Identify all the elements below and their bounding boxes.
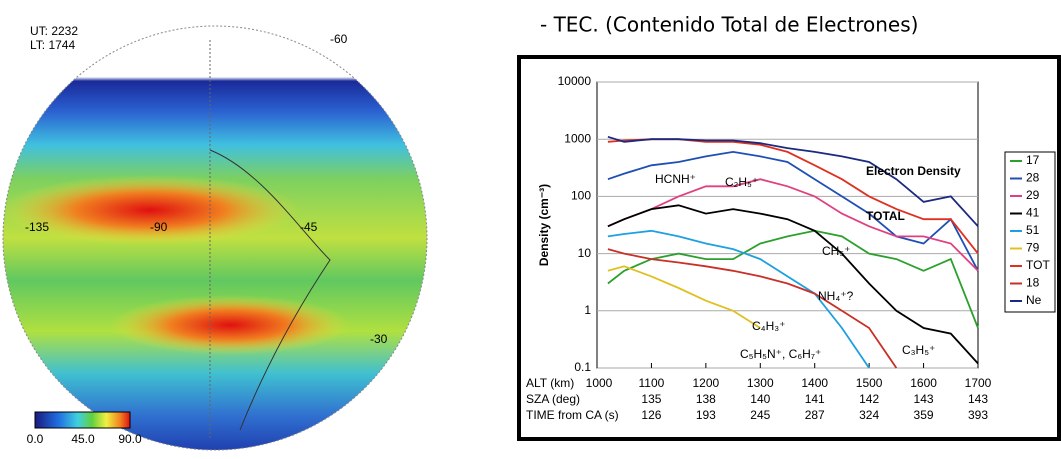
- time-label: 287: [805, 408, 825, 422]
- sza-label: 135: [641, 392, 661, 406]
- globe: [0, 26, 430, 450]
- annotation: Electron Density: [866, 164, 961, 178]
- grid-label: -30: [370, 332, 388, 346]
- x-tick-label: 1500: [856, 376, 883, 390]
- sza-label: 138: [696, 392, 716, 406]
- legend-label: 18: [1026, 276, 1040, 290]
- plot-area: [597, 82, 978, 368]
- time-label: 359: [914, 408, 934, 422]
- time-label: 324: [859, 408, 879, 422]
- sza-label: 140: [750, 392, 770, 406]
- x-tick-label: 1300: [747, 376, 774, 390]
- time-label: 193: [696, 408, 716, 422]
- y-tick-label: 1: [584, 303, 591, 317]
- time-label: UT: 2232: [30, 24, 78, 38]
- time-label: LT: 1744: [30, 38, 75, 52]
- legend-label: 29: [1026, 188, 1040, 202]
- x-tick-label: 1400: [801, 376, 828, 390]
- grid-label: -45: [300, 220, 318, 234]
- row-label: TIME from CA (s): [526, 408, 619, 422]
- row-label: SZA (deg): [526, 392, 580, 406]
- slide: UT: 2232 LT: 1744 -60 -135 -90 -45 -30 0…: [0, 0, 1061, 454]
- x-tick-label: 1200: [693, 376, 720, 390]
- legend-label: 41: [1026, 206, 1040, 220]
- annotation: NH₄⁺?: [818, 289, 854, 303]
- y-tick-label: 100: [571, 189, 591, 203]
- x-tick-label: 1700: [965, 376, 992, 390]
- annotation: HCNH⁺: [655, 172, 696, 186]
- page: UT: 2232 LT: 1744 -60 -135 -90 -45 -30 0…: [0, 0, 1061, 454]
- legend-label: 17: [1026, 153, 1040, 167]
- sza-label: 143: [914, 392, 934, 406]
- time-label: 393: [968, 408, 988, 422]
- time-label: 245: [750, 408, 770, 422]
- legend-label: TOT: [1026, 258, 1050, 272]
- heading: - TEC. (Contenido Total de Electrones): [540, 13, 918, 37]
- sza-label: 141: [805, 392, 825, 406]
- y-tick-label: 10: [578, 246, 592, 260]
- x-tick-label: 1000: [586, 376, 613, 390]
- annotation: C₂H₅⁺: [725, 175, 758, 189]
- colorbar: [35, 412, 130, 428]
- grid-label: -135: [25, 220, 49, 234]
- legend-label: 51: [1026, 223, 1040, 237]
- colorbar-label: 90.0: [118, 432, 142, 446]
- legend-label: 79: [1026, 241, 1040, 255]
- y-tick-label: 0.1: [574, 360, 591, 374]
- legend-label: Ne: [1026, 293, 1042, 307]
- annotation: CH₅⁺: [822, 244, 851, 258]
- legend-label: 28: [1026, 171, 1040, 185]
- sza-label: 142: [859, 392, 879, 406]
- y-tick-label: 1000: [564, 131, 591, 145]
- row-label: ALT (km): [526, 376, 574, 390]
- y-tick-label: 10000: [558, 74, 592, 88]
- annotation: C₄H₃⁺: [752, 319, 785, 333]
- annotation: C₅H₅N⁺, C₆H₇⁺: [740, 347, 821, 361]
- time-label: 126: [641, 408, 661, 422]
- grid-label: -60: [330, 32, 348, 46]
- x-tick-label: 1600: [910, 376, 937, 390]
- annotation: TOTAL: [866, 209, 905, 223]
- colorbar-label: 0.0: [27, 432, 44, 446]
- y-axis-label: Density (cm⁻³): [537, 184, 551, 266]
- colorbar-label: 45.0: [71, 432, 95, 446]
- sza-label: 143: [968, 392, 988, 406]
- annotation: C₃H₅⁺: [902, 343, 935, 357]
- grid-label: -90: [150, 220, 168, 234]
- x-tick-label: 1100: [639, 376, 665, 390]
